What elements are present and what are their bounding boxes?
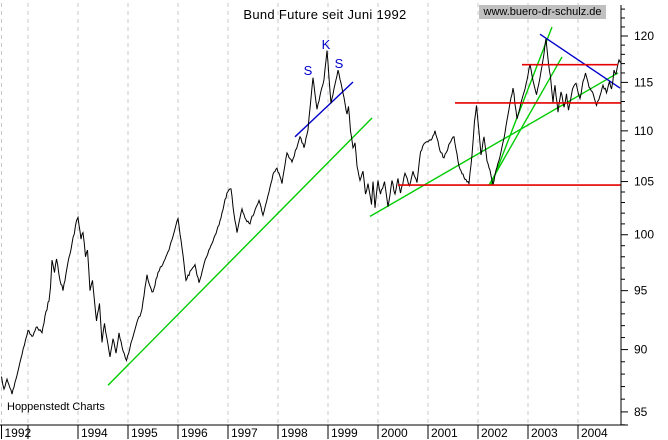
chart-title: Bund Future seit Juni 1992 [243,7,407,22]
x-tick-label-1995: 1995 [131,426,158,440]
y-axis-ticks: 85 90 95 100 105 110 115 120 [621,8,654,426]
y-tick-label-105: 105 [634,175,654,189]
x-tick-label-1999: 1999 [331,426,358,440]
x-tick-label-2003: 2003 [531,426,558,440]
x-tick-label-1996: 1996 [181,426,208,440]
y-tick-label-120: 120 [634,29,654,43]
pattern-letter-s: S [335,56,344,71]
axes [0,5,628,426]
steep-uptrend-2002-2003 [490,26,553,186]
horizontal-levels [398,63,621,186]
x-tick-label-2000: 2000 [381,426,408,440]
x-tick-label-1992: 1992 [5,426,32,440]
y-tick-label-100: 100 [634,228,654,242]
y-tick-label-85: 85 [634,405,648,419]
x-tick-label-1997: 1997 [231,426,258,440]
y-tick-label-95: 95 [634,284,648,298]
downtrend-2003-2004 [539,33,621,89]
head-shoulders-trendline-1998-1999 [294,81,354,138]
uptrend-2002-2003 [488,56,563,186]
pattern-letter-k: K [322,37,331,52]
x-axis-ticks: 1992 1994 1995 1996 1997 1998 1999 2000 2001 2002… [1,425,608,440]
x-tick-label-2004: 2004 [581,426,608,440]
trendlines [107,26,621,386]
x-tick-label-1998: 1998 [281,426,308,440]
y-tick-label-115: 115 [634,75,653,89]
x-tick-label-1994: 1994 [81,426,108,440]
pattern-labels: SKS [304,37,344,78]
source-label: Hoppenstedt Charts [7,401,105,413]
y-tick-label-110: 110 [634,124,653,138]
price-series [1,38,621,395]
uptrend-1994-1999 [107,117,373,386]
x-tick-label-2002: 2002 [481,426,508,440]
y-tick-label-90: 90 [634,343,648,357]
x-tick-label-2001: 2001 [431,426,458,440]
uptrend-2000-2004 [369,72,619,217]
year-gridlines [1,3,579,425]
pattern-letter-s: S [304,63,313,78]
watermark-badge: www.buero-dr-schulz.de [479,5,606,19]
price-line [1,38,621,395]
